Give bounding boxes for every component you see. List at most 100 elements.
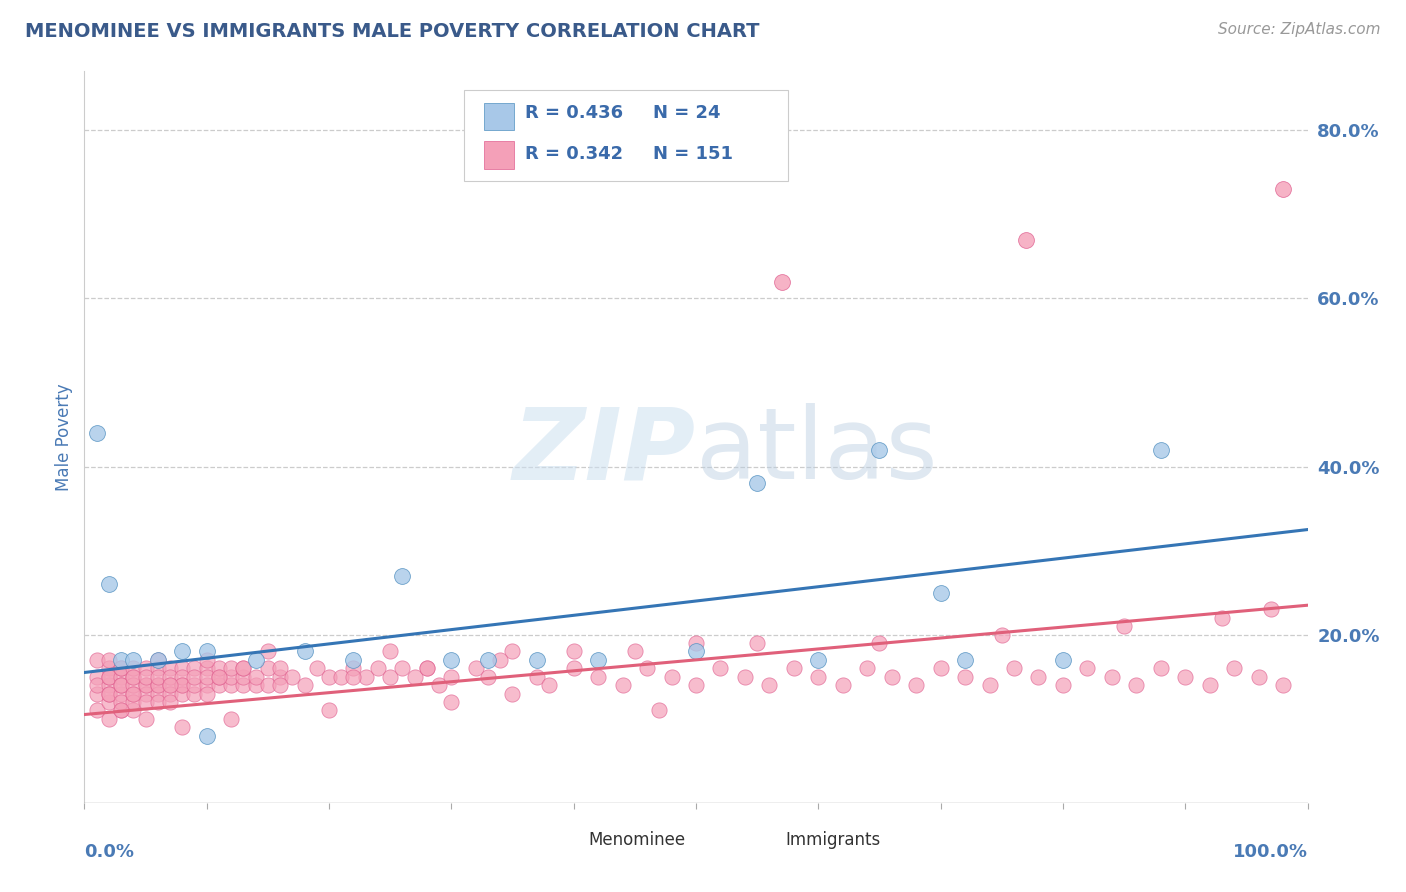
Point	[86, 678, 108, 692]
Point	[416, 661, 439, 675]
Point	[1125, 678, 1147, 692]
Point	[586, 653, 609, 667]
Point	[770, 275, 793, 289]
Point	[183, 678, 205, 692]
FancyBboxPatch shape	[751, 834, 776, 849]
Point	[929, 661, 952, 675]
Point	[294, 644, 316, 658]
Point	[135, 695, 157, 709]
Point	[172, 661, 194, 675]
Point	[232, 661, 254, 675]
Text: N = 151: N = 151	[654, 145, 733, 163]
FancyBboxPatch shape	[464, 90, 787, 181]
Point	[146, 653, 169, 667]
Point	[905, 678, 928, 692]
Point	[929, 585, 952, 599]
Point	[1101, 670, 1123, 684]
Point	[146, 653, 169, 667]
Point	[195, 661, 218, 675]
Point	[232, 670, 254, 684]
Point	[208, 670, 231, 684]
Point	[97, 686, 120, 700]
Point	[183, 686, 205, 700]
Point	[1211, 611, 1233, 625]
Point	[245, 678, 267, 692]
Point	[464, 661, 486, 675]
Point	[86, 425, 108, 440]
Point	[502, 686, 524, 700]
Point	[318, 703, 340, 717]
Point	[110, 678, 132, 692]
Point	[648, 703, 671, 717]
Point	[526, 653, 548, 667]
Point	[122, 686, 145, 700]
Point	[856, 661, 879, 675]
Point	[1247, 670, 1270, 684]
Point	[1198, 678, 1220, 692]
Point	[1028, 670, 1050, 684]
Point	[195, 653, 218, 667]
Point	[1260, 602, 1282, 616]
Point	[1015, 233, 1038, 247]
Point	[97, 686, 120, 700]
Text: Source: ZipAtlas.com: Source: ZipAtlas.com	[1218, 22, 1381, 37]
Point	[110, 653, 132, 667]
Point	[159, 695, 181, 709]
Point	[367, 661, 389, 675]
Point	[953, 653, 976, 667]
Point	[489, 653, 512, 667]
Point	[1002, 661, 1025, 675]
Point	[122, 695, 145, 709]
Point	[122, 670, 145, 684]
Point	[122, 653, 145, 667]
Point	[172, 686, 194, 700]
Point	[159, 678, 181, 692]
Point	[257, 644, 280, 658]
Point	[219, 678, 242, 692]
Point	[219, 661, 242, 675]
Point	[991, 627, 1014, 641]
Point	[97, 670, 120, 684]
Point	[172, 644, 194, 658]
Point	[562, 644, 585, 658]
Point	[636, 661, 658, 675]
Point	[747, 636, 769, 650]
Point	[122, 703, 145, 717]
Point	[477, 653, 499, 667]
Point	[538, 678, 561, 692]
FancyBboxPatch shape	[484, 103, 513, 130]
Point	[172, 720, 194, 734]
Point	[586, 670, 609, 684]
Point	[661, 670, 683, 684]
Point	[342, 653, 364, 667]
Point	[354, 670, 377, 684]
Point	[97, 577, 120, 591]
Point	[86, 670, 108, 684]
Point	[110, 661, 132, 675]
Point	[219, 670, 242, 684]
Point	[440, 653, 463, 667]
Point	[245, 653, 267, 667]
Point	[1052, 678, 1074, 692]
Text: 0.0%: 0.0%	[84, 843, 135, 861]
Point	[1150, 442, 1173, 457]
Point	[330, 670, 353, 684]
Point	[146, 661, 169, 675]
Point	[159, 686, 181, 700]
Point	[146, 678, 169, 692]
Point	[269, 678, 291, 692]
Point	[122, 678, 145, 692]
Point	[807, 653, 830, 667]
Point	[110, 678, 132, 692]
Point	[122, 670, 145, 684]
Point	[208, 670, 231, 684]
Point	[110, 703, 132, 717]
Point	[159, 670, 181, 684]
Point	[110, 670, 132, 684]
Text: Immigrants: Immigrants	[786, 831, 880, 849]
Point	[685, 644, 707, 658]
Text: N = 24: N = 24	[654, 104, 721, 122]
Point	[1150, 661, 1173, 675]
Point	[122, 661, 145, 675]
Point	[219, 712, 242, 726]
